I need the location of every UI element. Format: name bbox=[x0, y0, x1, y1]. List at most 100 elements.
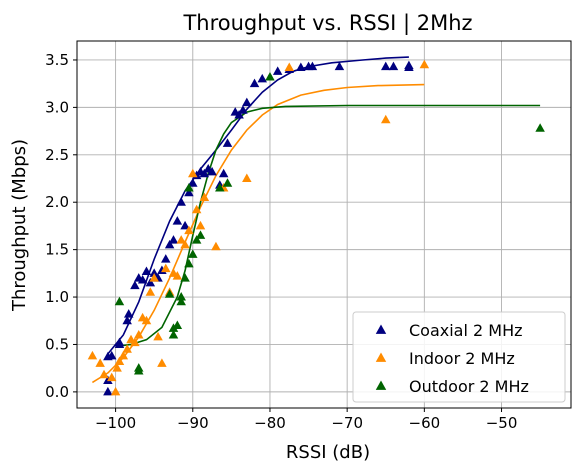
y-axis-title: Throughput (Mbps) bbox=[9, 139, 30, 312]
y-tick-label: 1.5 bbox=[45, 241, 69, 259]
legend-marker bbox=[375, 352, 387, 362]
y-tick-label: 3.0 bbox=[45, 98, 69, 116]
data-point-series-1 bbox=[130, 337, 140, 347]
data-point-series-2 bbox=[265, 72, 275, 81]
data-point-series-2 bbox=[168, 329, 179, 339]
x-axis-ticks: −100 −90 −80 −70 −60 −50 bbox=[95, 408, 517, 432]
legend-marker bbox=[375, 324, 387, 334]
x-tick-label: −80 bbox=[254, 414, 286, 432]
data-point-series-0 bbox=[168, 235, 179, 244]
data-point-series-1 bbox=[176, 235, 186, 244]
data-points bbox=[87, 59, 545, 396]
data-point-series-1 bbox=[99, 369, 109, 379]
data-point-series-0 bbox=[161, 254, 171, 263]
data-point-series-1 bbox=[191, 204, 202, 214]
data-point-series-2 bbox=[134, 366, 144, 375]
grid bbox=[77, 41, 571, 408]
data-point-series-1 bbox=[141, 315, 152, 325]
data-point-series-0 bbox=[137, 274, 148, 284]
legend-label: Coaxial 2 MHz bbox=[409, 321, 523, 340]
data-point-series-0 bbox=[249, 78, 260, 88]
data-point-series-1 bbox=[180, 239, 190, 249]
data-point-series-0 bbox=[172, 216, 183, 225]
legend: Coaxial 2 MHz Indoor 2 MHz Outdoor 2 MHz bbox=[352, 311, 566, 403]
data-point-series-0 bbox=[141, 266, 152, 275]
fit-curve-2 bbox=[115, 104, 541, 348]
data-point-series-1 bbox=[145, 287, 156, 296]
plot-frame bbox=[76, 40, 572, 409]
x-tick-label: −70 bbox=[331, 414, 363, 432]
y-tick-label: 0.5 bbox=[45, 335, 69, 353]
x-axis-title: RSSI (dB) bbox=[286, 442, 370, 463]
data-point-series-0 bbox=[222, 138, 233, 147]
legend-marker bbox=[375, 380, 387, 390]
data-point-series-1 bbox=[188, 168, 198, 178]
data-point-series-1 bbox=[112, 363, 122, 372]
x-tick-label: −90 bbox=[177, 414, 209, 432]
data-point-series-2 bbox=[180, 273, 190, 282]
data-point-series-2 bbox=[176, 292, 186, 301]
data-point-series-0 bbox=[296, 62, 306, 72]
data-point-series-0 bbox=[188, 178, 198, 187]
data-point-series-1 bbox=[110, 386, 121, 396]
data-point-series-1 bbox=[419, 59, 430, 69]
chart-title: Throughput vs. RSSI | 2Mhz bbox=[182, 11, 472, 36]
y-tick-label: 2.5 bbox=[45, 146, 69, 164]
data-point-series-0 bbox=[130, 280, 140, 290]
data-point-series-1 bbox=[118, 350, 129, 360]
data-point-series-2 bbox=[164, 289, 175, 298]
data-point-series-0 bbox=[307, 61, 318, 71]
data-point-series-0 bbox=[272, 66, 283, 75]
data-point-series-0 bbox=[114, 339, 125, 348]
data-point-series-1 bbox=[122, 344, 132, 353]
data-point-series-0 bbox=[388, 61, 399, 71]
data-point-series-0 bbox=[184, 187, 194, 197]
data-point-series-1 bbox=[195, 220, 206, 230]
fit-curve-0 bbox=[107, 56, 409, 355]
y-tick-label: 1.0 bbox=[45, 288, 69, 306]
data-point-series-0 bbox=[103, 386, 113, 396]
data-point-series-0 bbox=[218, 168, 229, 178]
data-point-series-1 bbox=[157, 358, 167, 367]
data-point-series-1 bbox=[95, 358, 105, 367]
data-point-series-0 bbox=[234, 109, 244, 119]
data-point-series-1 bbox=[114, 356, 125, 366]
data-point-series-2 bbox=[114, 296, 125, 306]
data-point-series-0 bbox=[238, 105, 248, 114]
data-point-series-1 bbox=[87, 350, 98, 360]
data-point-series-0 bbox=[257, 73, 267, 83]
data-point-series-1 bbox=[184, 225, 194, 235]
legend-box bbox=[352, 311, 566, 403]
data-point-series-0 bbox=[199, 168, 210, 178]
data-point-series-1 bbox=[161, 263, 171, 273]
data-point-series-0 bbox=[106, 350, 117, 360]
data-point-series-1 bbox=[153, 331, 163, 341]
data-point-series-1 bbox=[149, 273, 159, 282]
data-point-series-0 bbox=[242, 97, 252, 107]
data-point-series-2 bbox=[184, 182, 194, 192]
data-point-series-0 bbox=[404, 62, 414, 72]
data-point-series-2 bbox=[195, 230, 206, 239]
data-point-series-0 bbox=[122, 315, 132, 325]
x-tick-label: −60 bbox=[409, 414, 441, 432]
data-point-series-2 bbox=[222, 178, 233, 187]
data-point-series-2 bbox=[172, 320, 183, 329]
x-tick-label: −100 bbox=[95, 414, 136, 432]
data-point-series-0 bbox=[180, 220, 190, 230]
data-point-series-2 bbox=[215, 182, 225, 192]
data-point-series-2 bbox=[191, 235, 202, 244]
legend-label: Indoor 2 MHz bbox=[409, 349, 515, 368]
data-point-series-1 bbox=[211, 241, 221, 251]
data-point-series-2 bbox=[535, 123, 545, 132]
data-point-series-1 bbox=[134, 329, 144, 339]
data-point-series-0 bbox=[164, 239, 175, 249]
data-point-series-1 bbox=[106, 372, 117, 382]
data-point-series-0 bbox=[123, 309, 134, 318]
data-point-series-1 bbox=[172, 271, 183, 280]
data-point-series-0 bbox=[381, 61, 391, 71]
data-point-series-1 bbox=[284, 62, 295, 72]
data-point-series-2 bbox=[184, 258, 194, 268]
data-point-series-0 bbox=[149, 268, 159, 277]
y-tick-label: 0.0 bbox=[45, 383, 69, 401]
